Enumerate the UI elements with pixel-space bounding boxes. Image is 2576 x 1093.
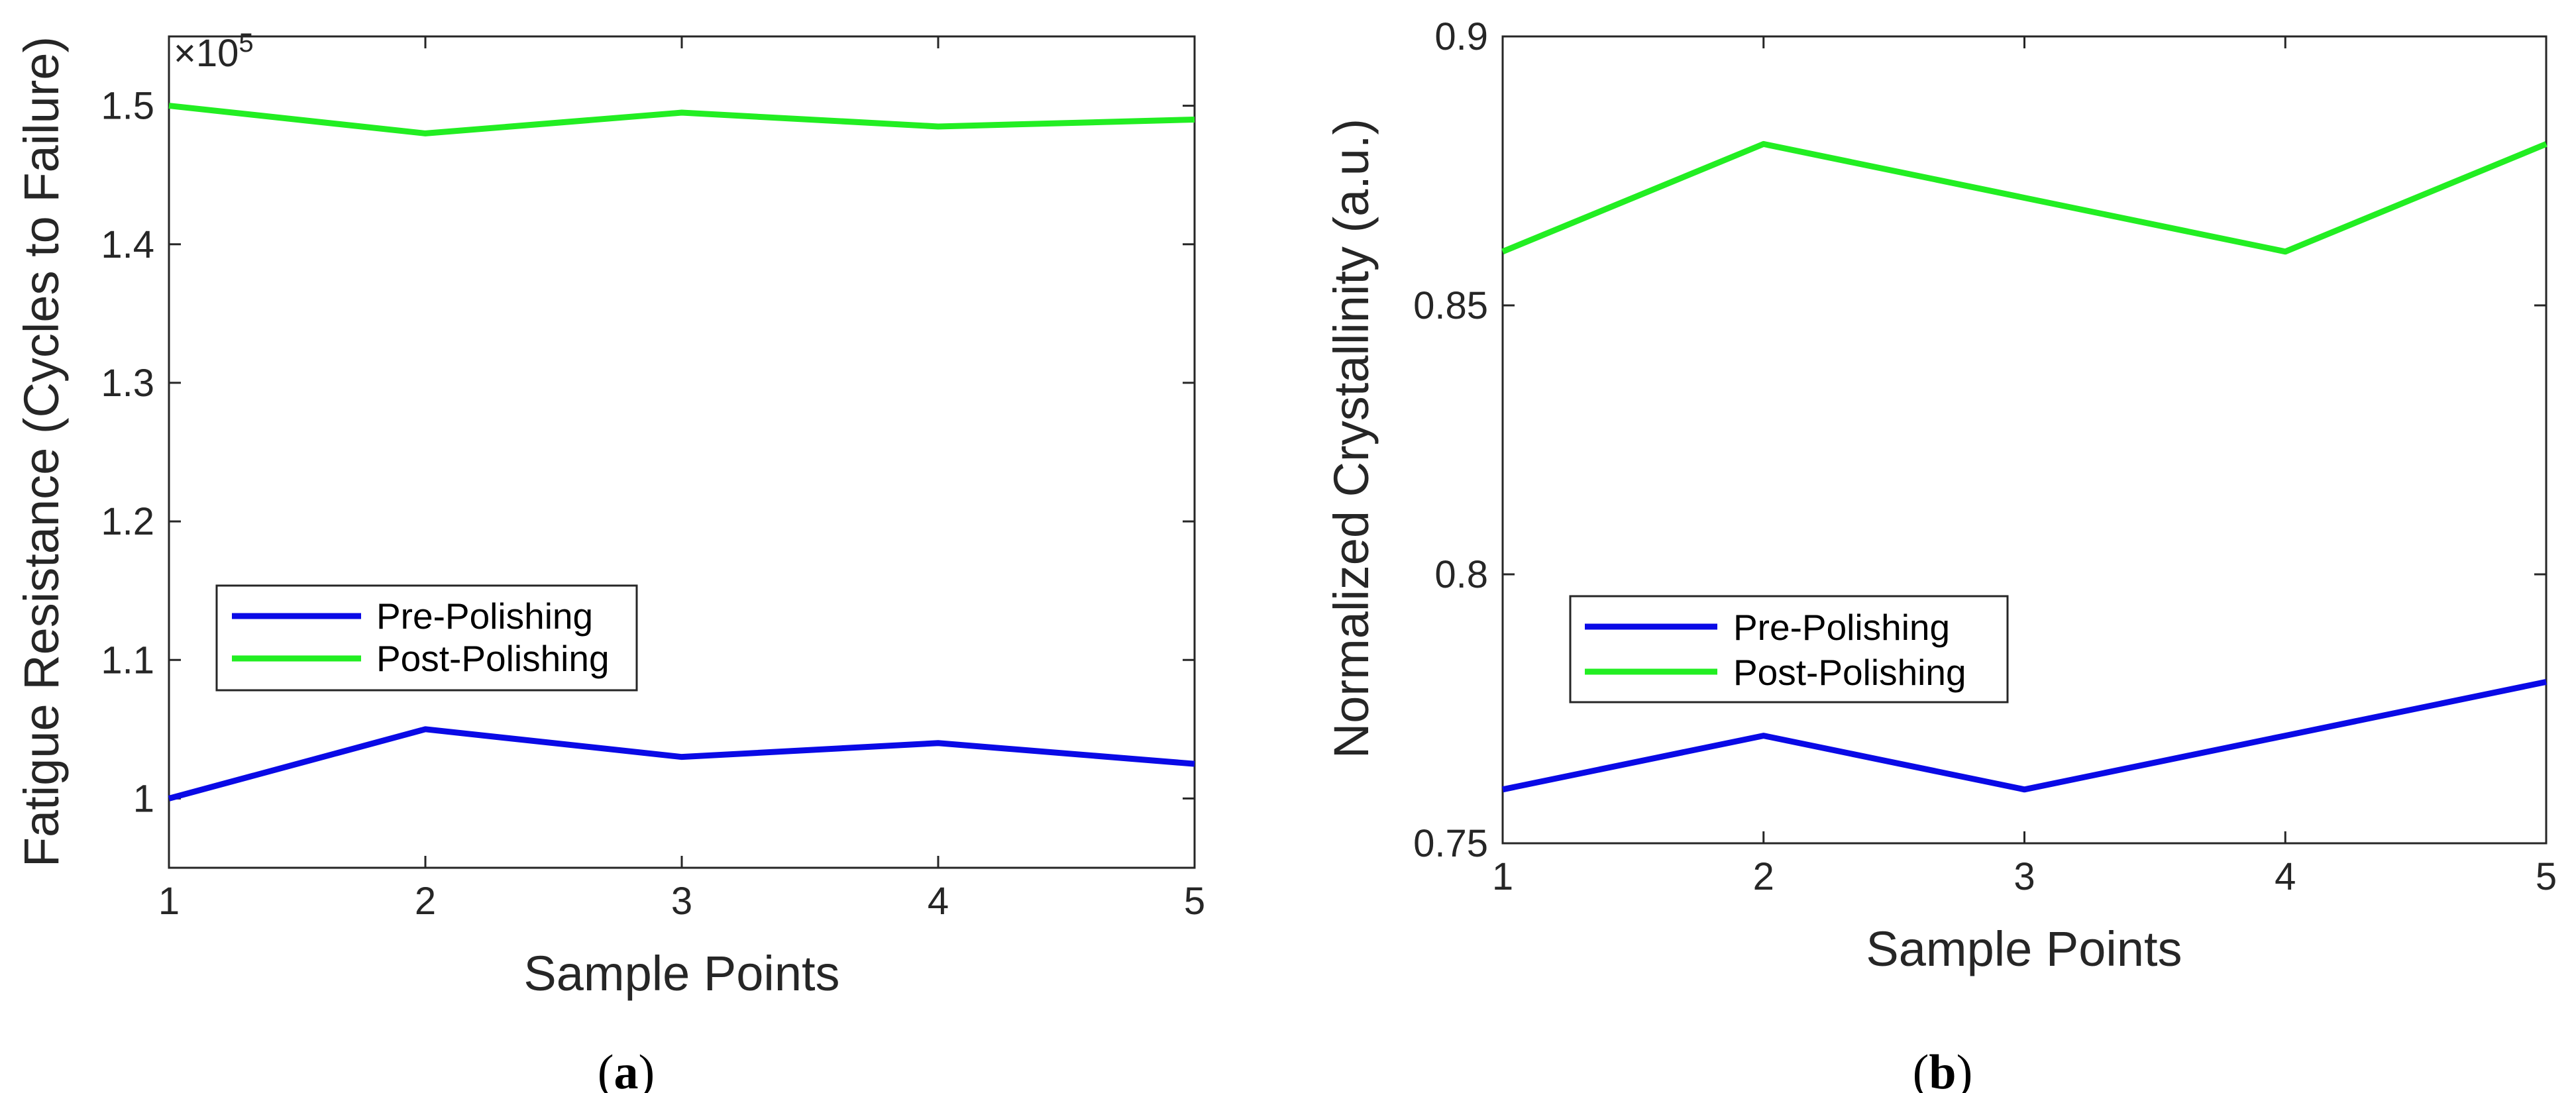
y-tick-label-a: 1.2	[101, 500, 154, 543]
legend-box-a	[215, 584, 638, 692]
y-tick-label-a: 1.1	[101, 639, 154, 682]
chart-panel-b: 0.75 0.8 0.85 0.9 1 2 3 4 5 Sample Points Normal…	[1324, 15, 2557, 1093]
legend-label-post-polishing-b: Post-Polishing	[1733, 652, 1966, 693]
y-multiplier-a: ×105	[174, 28, 254, 75]
plot-area-b	[1501, 35, 2548, 845]
y-tick-label-b: 0.8	[1434, 553, 1488, 596]
legend-a: Pre-Polishing Post-Polishing	[215, 584, 638, 692]
plot-area-a	[168, 35, 1196, 869]
x-tick-label-a: 4	[928, 880, 949, 923]
y-tick-label-b: 0.9	[1434, 15, 1488, 58]
x-tick-label-a: 5	[1184, 880, 1205, 923]
legend-b: Pre-Polishing Post-Polishing	[1569, 595, 2009, 703]
x-axis-label-a: Sample Points	[523, 946, 839, 1001]
y-ticks-a: 1 1.1 1.2 1.3 1.4 1.5 1 2 3 4 5	[101, 36, 1205, 923]
y-axis-label-a: Fatigue Resistance (Cycles to Failure)	[14, 36, 69, 867]
x-tick-label-b: 1	[1492, 855, 1513, 898]
x-tick-label-a: 1	[158, 880, 180, 923]
legend-label-post-polishing-a: Post-Polishing	[376, 638, 610, 679]
series-line-pre-polishing-b	[1502, 678, 2547, 793]
y-tick-label-a: 1.5	[101, 85, 154, 128]
series-line-pre-polishing-a	[168, 726, 1195, 802]
x-tick-label-a: 2	[415, 880, 436, 923]
series-line-post-polishing-a	[168, 103, 1195, 136]
y-tick-label-a: 1	[133, 777, 154, 820]
y-axis-label-b: Normalized Crystallinity (a.u.)	[1324, 119, 1379, 758]
x-tick-label-b: 3	[2013, 855, 2035, 898]
x-tick-label-b: 2	[1753, 855, 1774, 898]
y-tick-label-b: 0.75	[1413, 822, 1488, 865]
panel-caption-b: (b)	[1913, 1045, 1972, 1093]
legend-label-pre-polishing-a: Pre-Polishing	[376, 596, 593, 637]
legend-box-b	[1569, 595, 2009, 703]
x-tick-label-b: 4	[2275, 855, 2296, 898]
y-tick-label-b: 0.85	[1413, 284, 1488, 327]
series-line-post-polishing-b	[1501, 140, 2548, 255]
chart-panel-a: 1 1.1 1.2 1.3 1.4 1.5 1 2 3 4 5 ×105 Sample Points…	[14, 28, 1205, 1093]
series-group-b	[1501, 140, 2548, 793]
y-tick-label-a: 1.4	[101, 223, 154, 266]
y-tick-label-a: 1.3	[101, 362, 154, 405]
legend-label-pre-polishing-b: Pre-Polishing	[1733, 607, 1950, 648]
series-group-a	[168, 103, 1195, 802]
y-ticks-b: 0.75 0.8 0.85 0.9 1 2 3 4 5	[1413, 15, 2557, 898]
panel-caption-a: (a)	[598, 1045, 655, 1093]
x-tick-label-b: 5	[2536, 855, 2557, 898]
x-tick-label-a: 3	[671, 880, 692, 923]
x-axis-label-b: Sample Points	[1866, 921, 2182, 976]
